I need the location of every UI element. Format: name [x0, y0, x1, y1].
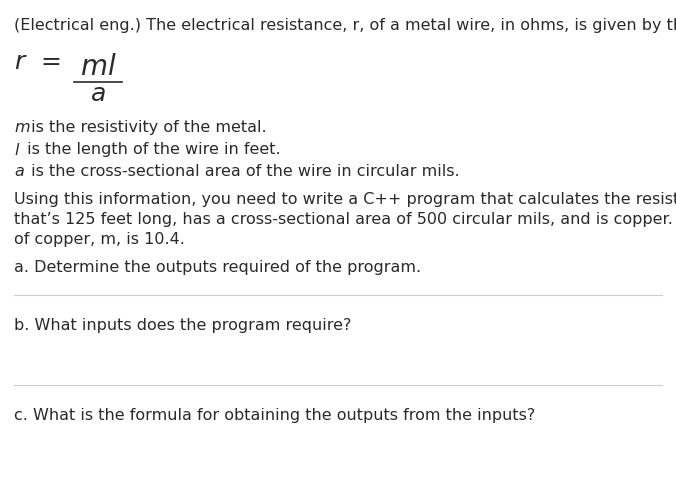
Text: $\mathit{a}$: $\mathit{a}$ [90, 82, 106, 106]
Text: is the cross-sectional area of the wire in circular mils.: is the cross-sectional area of the wire … [26, 164, 460, 179]
Text: $\mathit{a}$: $\mathit{a}$ [14, 164, 25, 179]
Text: a. Determine the outputs required of the program.: a. Determine the outputs required of the… [14, 260, 421, 275]
Text: $\it{r}$  =: $\it{r}$ = [14, 50, 60, 74]
Text: b. What inputs does the program require?: b. What inputs does the program require? [14, 318, 352, 333]
Text: $\mathit{ml}$: $\mathit{ml}$ [80, 53, 116, 81]
Text: $\mathit{l}$: $\mathit{l}$ [14, 142, 20, 158]
Text: (Electrical eng.) The electrical resistance, r, of a metal wire, in ohms, is giv: (Electrical eng.) The electrical resista… [14, 18, 676, 33]
Text: is the length of the wire in feet.: is the length of the wire in feet. [22, 142, 281, 157]
Text: of copper, m, is 10.4.: of copper, m, is 10.4. [14, 232, 185, 247]
Text: c. What is the formula for obtaining the outputs from the inputs?: c. What is the formula for obtaining the… [14, 408, 535, 423]
Text: $\mathit{m}$: $\mathit{m}$ [14, 120, 30, 135]
Text: that’s 125 feet long, has a cross-sectional area of 500 circular mils, and is co: that’s 125 feet long, has a cross-sectio… [14, 212, 676, 227]
Text: is the resistivity of the metal.: is the resistivity of the metal. [26, 120, 266, 135]
Text: Using this information, you need to write a C++ program that calculates the resi: Using this information, you need to writ… [14, 192, 676, 207]
